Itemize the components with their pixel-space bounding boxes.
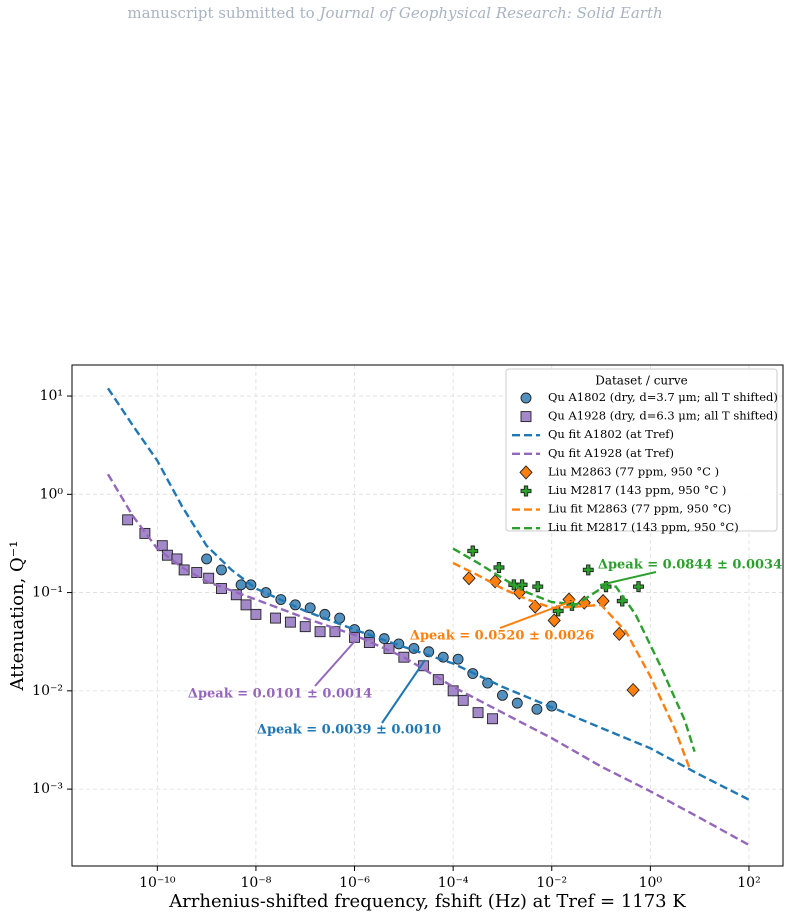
point bbox=[633, 581, 644, 593]
fit-line bbox=[107, 387, 750, 801]
point bbox=[299, 621, 311, 633]
point bbox=[488, 574, 502, 589]
point bbox=[235, 579, 247, 591]
y-tick-label: 10¹ bbox=[40, 388, 63, 404]
point bbox=[612, 626, 626, 642]
fit-line bbox=[106, 473, 750, 847]
point bbox=[511, 697, 523, 709]
point bbox=[437, 651, 449, 663]
point bbox=[626, 682, 640, 698]
annotation-arrow bbox=[381, 659, 426, 724]
point bbox=[520, 392, 532, 404]
legend-label: Qu fit A1928 (at Tref) bbox=[548, 446, 674, 460]
header-prefix: manuscript submitted to bbox=[127, 4, 314, 22]
point bbox=[122, 514, 134, 526]
point bbox=[250, 608, 262, 620]
legend: Dataset / curve Qu A1802 (dry, d=3.7 μm; … bbox=[505, 368, 778, 534]
legend-label: Qu fit A1802 (at Tref) bbox=[548, 427, 674, 441]
y-tick-label: 10⁻³ bbox=[32, 781, 63, 797]
point bbox=[457, 694, 469, 706]
legend-label: Liu M2863 (77 ppm, 950 °C ) bbox=[548, 464, 719, 478]
annotation: Δpeak = 0.0520 ± 0.0026 bbox=[410, 629, 594, 644]
x-tick-label: 10⁻² bbox=[536, 875, 567, 891]
point bbox=[482, 677, 494, 689]
point bbox=[201, 553, 213, 565]
annotation: Δpeak = 0.0101 ± 0.0014 bbox=[188, 687, 372, 702]
legend-label: Liu fit M2863 (77 ppm, 950 °C) bbox=[548, 502, 731, 516]
plot-frame bbox=[71, 364, 784, 867]
annotation: Δpeak = 0.0039 ± 0.0010 bbox=[257, 723, 441, 738]
legend-title: Dataset / curve bbox=[595, 374, 688, 388]
point bbox=[191, 567, 203, 578]
legend-label: Qu A1928 (dry, d=6.3 μm; all T shifted) bbox=[548, 409, 778, 423]
point bbox=[519, 465, 533, 480]
point bbox=[467, 545, 479, 557]
x-tick-label: 10⁰ bbox=[639, 875, 663, 891]
legend-label: Qu A1802 (dry, d=3.7 μm; all T shifted) bbox=[548, 390, 778, 404]
x-tick-label: 10⁻⁶ bbox=[339, 875, 370, 891]
point bbox=[496, 689, 508, 701]
point bbox=[240, 599, 252, 611]
annotation-arrow bbox=[314, 640, 356, 687]
header-journal: Journal of Geophysical Research: Solid E… bbox=[316, 4, 662, 22]
point bbox=[493, 562, 505, 573]
point bbox=[314, 626, 326, 638]
point bbox=[528, 599, 542, 614]
point bbox=[532, 581, 544, 593]
point bbox=[472, 707, 484, 719]
x-axis-label: Arrhenius-shifted frequency, fshift (Hz)… bbox=[168, 891, 686, 912]
point bbox=[531, 703, 543, 715]
y-tick-label: 10⁻² bbox=[32, 683, 63, 699]
fit-line bbox=[452, 561, 691, 770]
annotation-arrow bbox=[599, 571, 657, 586]
point bbox=[216, 564, 227, 576]
header: manuscript submitted to Journal of Geoph… bbox=[127, 4, 662, 22]
point bbox=[462, 571, 476, 586]
point bbox=[452, 653, 464, 665]
legend-box bbox=[505, 368, 778, 532]
x-tick-label: 10⁻⁴ bbox=[438, 875, 469, 891]
legend-label: Liu M2817 (143 ppm, 950 °C ) bbox=[548, 483, 726, 497]
point bbox=[363, 637, 375, 649]
point bbox=[329, 626, 341, 638]
x-tick-label: 10⁻¹⁰ bbox=[139, 875, 176, 891]
point bbox=[304, 602, 316, 614]
point bbox=[582, 564, 594, 576]
point bbox=[520, 485, 532, 497]
point bbox=[487, 713, 499, 725]
point bbox=[547, 613, 561, 628]
point bbox=[520, 411, 532, 423]
point bbox=[139, 527, 151, 539]
point bbox=[447, 685, 459, 697]
x-tick-label: 10⁻⁸ bbox=[241, 875, 272, 891]
point bbox=[432, 674, 444, 686]
point bbox=[284, 616, 296, 628]
point bbox=[516, 579, 528, 591]
y-axis-label: Attenuation, Q⁻¹ bbox=[7, 540, 28, 691]
annotation-arrow bbox=[499, 599, 576, 629]
y-tick-label: 10⁰ bbox=[40, 486, 64, 502]
fit-line bbox=[452, 547, 696, 753]
annotation: Δpeak = 0.0844 ± 0.0034 bbox=[598, 558, 782, 573]
legend-label: Liu fit M2817 (143 ppm, 950 °C) bbox=[548, 520, 739, 534]
point bbox=[552, 605, 564, 617]
chart: 10⁻¹⁰ 10⁻⁸ 10⁻⁶ 10⁻⁴ 10⁻² 10⁰ 10² 10¹ 10⁰ 10⁻¹ 10⁻… bbox=[7, 364, 784, 912]
x-tick-label: 10² bbox=[737, 875, 760, 891]
y-tick-label: 10⁻¹ bbox=[32, 585, 63, 601]
point bbox=[270, 612, 281, 624]
